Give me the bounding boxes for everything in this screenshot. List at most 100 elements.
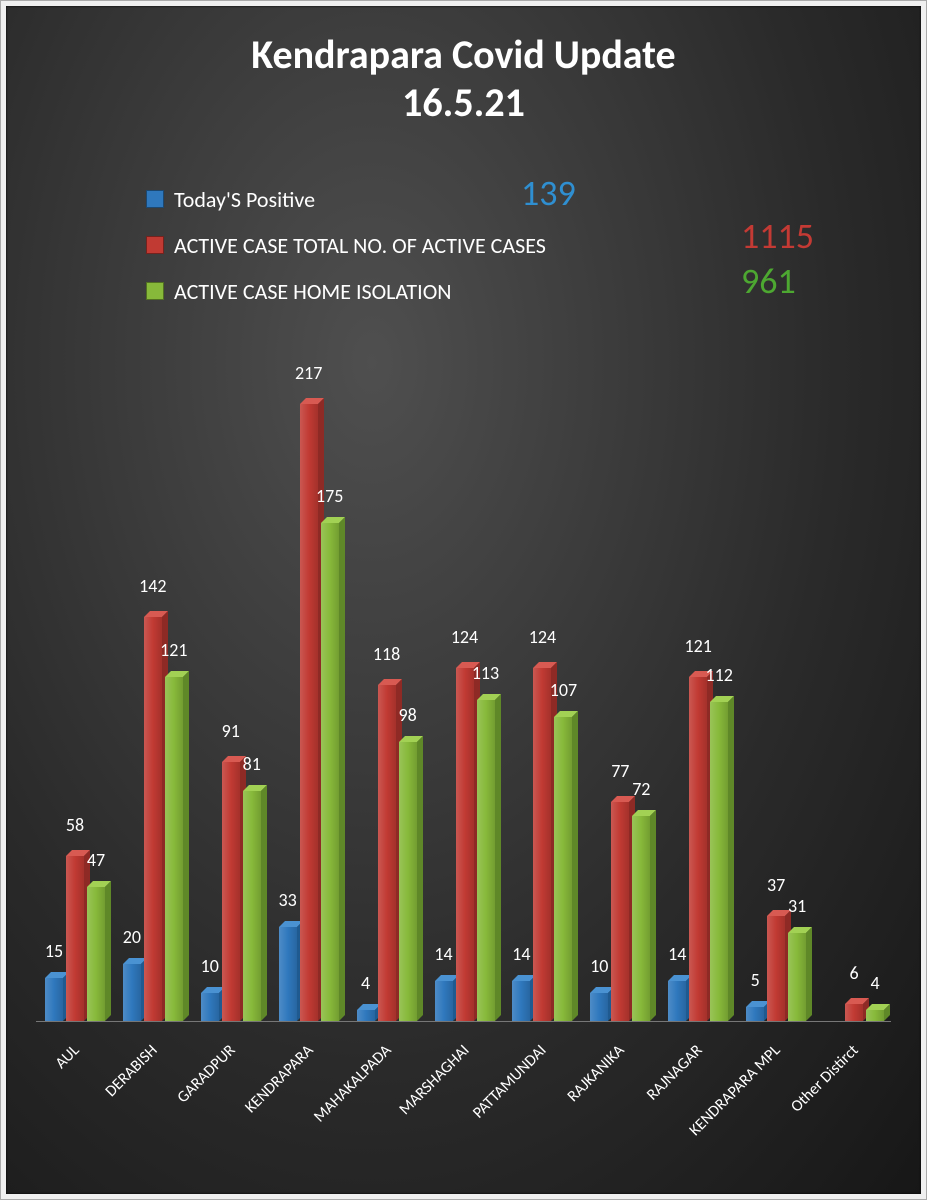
legend-marker-icon [146,236,164,254]
bar-value-label: 217 [289,362,329,384]
bar-cluster: 14124113 [435,668,495,1021]
bar: 121 [689,677,707,1021]
bar-value-label: 72 [621,778,661,800]
bar: 121 [165,677,183,1021]
bar-cluster: 64 [824,1004,884,1021]
legend-total-value: 139 [521,171,576,215]
bar-face [866,1010,884,1021]
bar: 20 [123,964,141,1021]
bar-face [243,791,261,1021]
bar-side [650,810,656,1021]
bar-face [123,964,141,1021]
bar: 5 [746,1007,764,1021]
bar-value-label: 58 [55,814,95,836]
chart-container: Kendrapara Covid Update 16.5.21 Today'S … [0,0,927,1200]
bar: 4 [866,1010,884,1021]
bar: 113 [477,700,495,1021]
chart-legend: Today'S Positive ACTIVE CASE TOTAL NO. OF… [146,176,826,314]
bar: 77 [611,802,629,1021]
bar-cluster: 155847 [45,856,105,1021]
legend-item: ACTIVE CASE TOTAL NO. OF ACTIVE CASES [146,222,826,268]
bar: 107 [554,717,572,1021]
bar-face [321,523,339,1021]
bar-value-label: 121 [154,639,194,661]
bar: 10 [590,993,608,1021]
bar-face [611,802,629,1021]
bar: 14 [512,981,530,1021]
bar: 98 [399,742,417,1021]
bar-side [728,696,734,1021]
bar-cluster: 14121112 [668,677,728,1021]
bar-face [201,993,219,1021]
bar-face [788,933,806,1021]
bar-face [533,668,551,1021]
bar-side [572,711,578,1021]
bar-value-label: 142 [133,575,173,597]
bar-value-label: 4 [855,972,895,994]
bar-cluster: 107772 [590,802,650,1021]
bar: 15 [45,978,63,1021]
bar-face [710,702,728,1021]
bar-side [105,881,111,1021]
bar-side [261,785,267,1021]
bar: 14 [668,981,686,1021]
bar: 81 [243,791,261,1021]
bar-face [590,993,608,1021]
title-line-2: 16.5.21 [1,79,926,127]
bar-face [222,762,240,1021]
bar-face [45,978,63,1021]
bar: 4 [357,1010,375,1021]
chart-plot-area: 1558472014212110918133217175411898141241… [36,381,891,1022]
bar: 112 [710,702,728,1021]
bar-value-label: 113 [466,662,506,684]
bar-cluster: 411898 [357,685,417,1021]
bar-face [399,742,417,1021]
bar-cluster: 53731 [746,916,806,1021]
bar-side [495,694,501,1021]
bar-face [87,887,105,1021]
bar: 91 [222,762,240,1021]
bar-cluster: 109181 [201,762,261,1021]
bar-face [144,617,162,1021]
bar: 10 [201,993,219,1021]
legend-label: Today'S Positive [174,186,315,213]
bar: 58 [66,856,84,1021]
bar: 33 [279,927,297,1021]
title-line-1: Kendrapara Covid Update [1,31,926,79]
bar-value-label: 121 [678,635,718,657]
bar: 118 [378,685,396,1021]
bar-cluster: 14124107 [512,668,572,1021]
bar: 47 [87,887,105,1021]
bar-face [477,700,495,1021]
legend-item: ACTIVE CASE HOME ISOLATION [146,268,826,314]
legend-marker-icon [146,282,164,300]
bar: 6 [845,1004,863,1021]
bar-face [456,668,474,1021]
legend-total-value: 961 [741,259,796,303]
bar-face [279,927,297,1021]
legend-marker-icon [146,190,164,208]
bar-face [746,1007,764,1021]
legend-label: ACTIVE CASE TOTAL NO. OF ACTIVE CASES [174,232,546,259]
bar-value-label: 124 [445,626,485,648]
bar: 142 [144,617,162,1021]
bar: 37 [767,916,785,1021]
bar-value-label: 31 [777,895,817,917]
bar-face [165,677,183,1021]
bar-value-label: 47 [76,849,116,871]
bar-face [512,981,530,1021]
bar: 124 [456,668,474,1021]
bar: 175 [321,523,339,1021]
bar: 14 [435,981,453,1021]
bar-value-label: 124 [522,626,562,648]
bar: 31 [788,933,806,1021]
bar-value-label: 175 [310,485,350,507]
bar-face [357,1010,375,1021]
chart-title: Kendrapara Covid Update 16.5.21 [1,31,926,127]
bar-face [668,981,686,1021]
bar-value-label: 37 [756,874,796,896]
bar-value-label: 118 [367,643,407,665]
bar-face [632,816,650,1021]
bar-side [339,517,345,1021]
bar-face [554,717,572,1021]
